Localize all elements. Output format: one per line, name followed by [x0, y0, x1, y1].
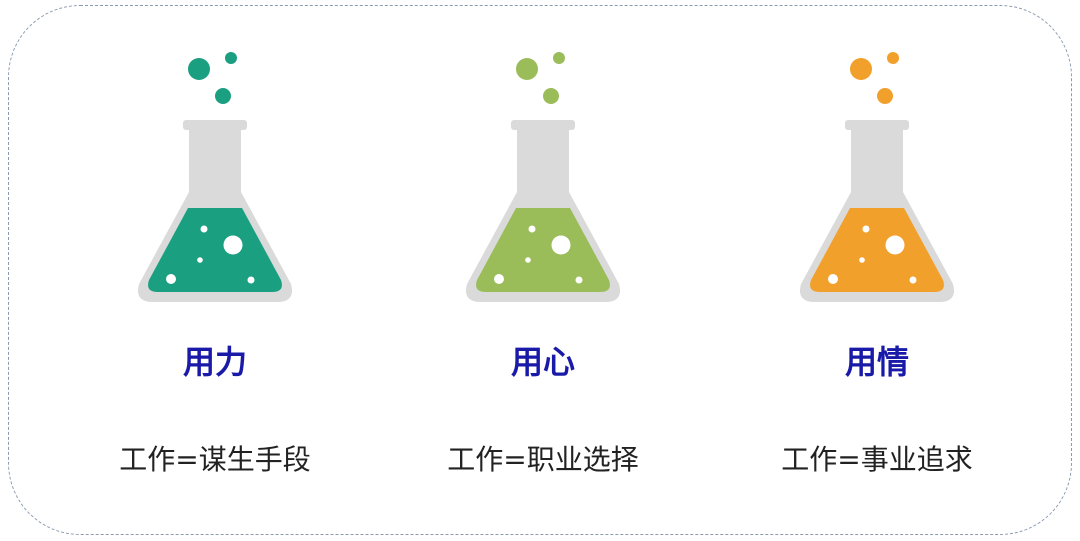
bubble-inner	[551, 235, 571, 255]
flask-description: 工作=职业选择	[447, 443, 639, 476]
bubble-above	[887, 52, 899, 64]
flask-icon	[799, 52, 955, 302]
bubble-above	[877, 88, 893, 104]
bubble-inner	[200, 225, 208, 233]
flask-liquid	[476, 208, 610, 292]
flask-liquid	[810, 208, 944, 292]
bubble-inner	[885, 235, 905, 255]
flask-title: 用情	[844, 343, 909, 381]
bubble-above	[850, 58, 872, 80]
bubble-inner	[166, 274, 176, 284]
bubble-above	[553, 52, 565, 64]
bubble-inner	[494, 274, 504, 284]
bubble-inner	[828, 274, 838, 284]
bubble-inner	[859, 257, 865, 263]
bubble-above	[516, 58, 538, 80]
flask-title: 用心	[510, 343, 575, 381]
bubble-inner	[575, 276, 583, 284]
flask-icon	[465, 52, 621, 302]
flask-column-3: 用情 工作=事业追求	[727, 0, 1027, 541]
bubble-above	[543, 88, 559, 104]
flask-column-2: 用心 工作=职业选择	[393, 0, 693, 541]
bubble-above	[188, 58, 210, 80]
bubble-inner	[247, 276, 255, 284]
flask-description: 工作=事业追求	[781, 443, 973, 476]
bubble-above	[225, 52, 237, 64]
bubble-above	[215, 88, 231, 104]
bubble-inner	[528, 225, 536, 233]
flask-rim	[183, 120, 247, 130]
bubble-inner	[909, 276, 917, 284]
flask-rim	[845, 120, 909, 130]
flask-rim	[511, 120, 575, 130]
flask-icon	[137, 52, 293, 302]
flask-description: 工作=谋生手段	[119, 443, 311, 476]
bubble-inner	[223, 235, 243, 255]
flask-liquid	[148, 208, 282, 292]
bubble-inner	[862, 225, 870, 233]
bubble-inner	[525, 257, 531, 263]
flask-title: 用力	[182, 343, 247, 381]
bubble-inner	[197, 257, 203, 263]
flask-column-1: 用力 工作=谋生手段	[65, 0, 365, 541]
